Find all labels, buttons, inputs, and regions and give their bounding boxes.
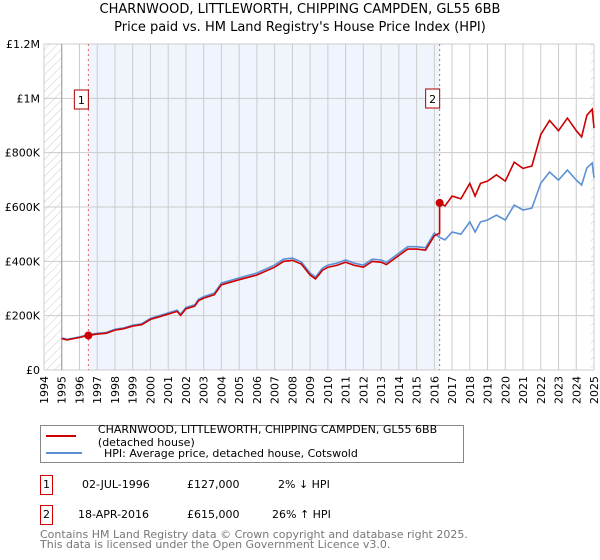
x-tick-label: 2008	[286, 376, 299, 404]
x-tick-label: 2015	[411, 376, 424, 404]
chart-plot: 1994 1995 1996 1997 1998 1999 2000 2001 2002 2003…	[5, 38, 600, 404]
sale-badge: 2	[40, 505, 53, 525]
x-tick-label: 2013	[375, 376, 388, 404]
y-tick-label: £600K	[5, 201, 41, 214]
chart-title: CHARNWOOD, LITTLEWORTH, CHIPPING CAMPDEN…	[99, 2, 501, 17]
sale-label: 2	[429, 93, 436, 106]
x-tick-label: 2025	[588, 376, 600, 404]
x-tick-label: 2011	[340, 376, 353, 404]
x-tick-label: 2004	[215, 376, 228, 404]
sale-price: £615,000	[187, 508, 240, 521]
sale-point	[435, 198, 444, 207]
y-tick-label: £400K	[5, 255, 41, 268]
x-tick-label: 2020	[499, 376, 512, 404]
legend-swatch-red	[46, 435, 76, 437]
x-tick-label: 2023	[553, 376, 566, 404]
x-tick-label: 2018	[464, 376, 477, 404]
chart-subtitle: Price paid vs. HM Land Registry's House …	[114, 20, 486, 35]
legend-label: CHARNWOOD, LITTLEWORTH, CHIPPING CAMPDEN…	[97, 423, 438, 449]
y-tick-label: £200K	[5, 310, 41, 323]
x-tick-label: 2009	[304, 376, 317, 404]
legend-item-property: CHARNWOOD, LITTLEWORTH, CHIPPING CAMPDEN…	[41, 423, 463, 449]
footer-line: This data is licensed under the Open Gov…	[40, 538, 391, 551]
x-tick-label: 2019	[482, 376, 495, 404]
footer: Contains HM Land Registry data © Crown c…	[40, 528, 468, 551]
x-tick-label: 1999	[127, 376, 140, 404]
sale-label-box	[73, 89, 89, 110]
sale-date: 02-JUL-1996	[82, 478, 150, 491]
sale-point	[84, 331, 93, 340]
sale-label-box	[425, 88, 441, 109]
x-tick-label: 2003	[198, 376, 211, 404]
x-tick-label: 2007	[269, 376, 282, 404]
x-tick-label: 2006	[251, 376, 264, 404]
y-tick-label: £0	[26, 364, 40, 377]
x-tick-label: 1998	[109, 376, 122, 404]
x-tick-label: 1996	[73, 376, 86, 404]
x-tick-label: 2024	[570, 376, 583, 404]
legend-swatch-blue	[46, 452, 82, 454]
legend-item-hpi: HPI: Average price, detached house, Cots…	[41, 445, 358, 461]
x-tick-label: 1997	[91, 376, 104, 404]
x-tick-label: 2000	[144, 376, 157, 404]
footer-line: Contains HM Land Registry data © Crown c…	[40, 528, 468, 541]
x-tick-label: 1995	[56, 376, 69, 404]
x-tick-label: 2017	[446, 376, 459, 404]
x-tick-label: 2014	[393, 376, 406, 404]
sale-badge: 1	[40, 475, 53, 495]
y-tick-label: £800K	[5, 147, 41, 160]
sale-label: 1	[78, 94, 85, 107]
sale-row: 1 02-JUL-1996 £127,000 2% ↓ HPI	[40, 475, 440, 495]
y-tick-label: £1M	[17, 92, 41, 105]
x-tick-label: 2022	[535, 376, 548, 404]
sale-price: £127,000	[187, 478, 240, 491]
legend-label: HPI: Average price, detached house, Cots…	[104, 446, 358, 460]
legend: CHARNWOOD, LITTLEWORTH, CHIPPING CAMPDEN…	[40, 423, 464, 463]
x-tick-label: 2002	[180, 376, 193, 404]
property-price-line	[61, 107, 595, 341]
hpi-line	[61, 161, 595, 341]
x-tick-label: 2012	[357, 376, 370, 404]
x-tick-label: 2021	[517, 376, 530, 404]
x-tick-label: 2016	[428, 376, 441, 404]
x-tick-label: 2001	[162, 376, 175, 404]
x-tick-label: 1994	[38, 376, 51, 404]
sale-row: 2 18-APR-2016 £615,000 26% ↑ HPI	[40, 505, 440, 525]
x-tick-label: 2005	[233, 376, 246, 404]
x-tick-label: 2010	[322, 376, 335, 404]
sale-delta: 2% ↓ HPI	[278, 478, 330, 491]
y-tick-label: £1.2M	[6, 38, 40, 51]
sale-delta: 26% ↑ HPI	[272, 508, 331, 521]
sale-date: 18-APR-2016	[78, 508, 150, 521]
